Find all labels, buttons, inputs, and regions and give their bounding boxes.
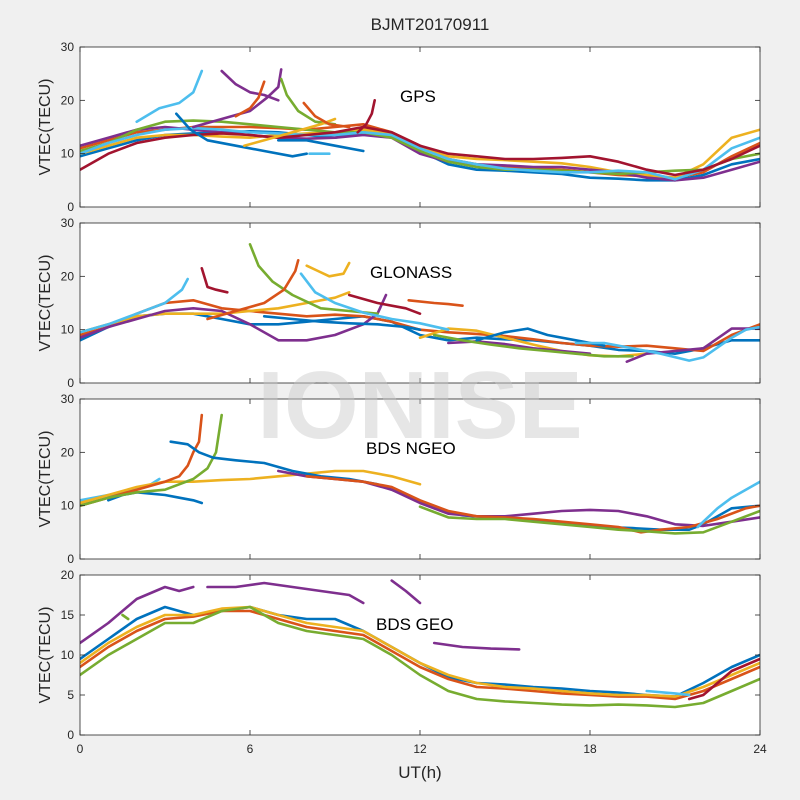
x-tick-label: 0 [77, 742, 84, 756]
series-line-6 [80, 605, 760, 698]
series-line-17 [574, 325, 760, 362]
series-line-16 [276, 139, 365, 153]
x-tick-label: 18 [583, 742, 597, 756]
series-line-9 [696, 480, 760, 529]
y-axis-label: VTEC(TECU) [37, 79, 54, 176]
panel-label: BDS GEO [376, 615, 453, 634]
series-line-9 [645, 689, 691, 697]
series-line-7 [305, 474, 760, 534]
series-line-15 [475, 327, 606, 348]
series-line-15 [356, 99, 377, 134]
panel-2: 0 10 20 30 VTEC(TECU) BDS NGEO [37, 392, 761, 566]
plot-area [80, 223, 760, 383]
series-line-1 [206, 581, 365, 605]
series-line-3 [80, 125, 760, 182]
series-group [80, 68, 760, 182]
y-tick-label: 0 [67, 376, 74, 390]
x-tick-label: 6 [247, 742, 254, 756]
y-tick-label: 10 [61, 648, 75, 662]
y-tick-label: 20 [61, 269, 75, 283]
series-group [80, 243, 760, 364]
panels: 0 10 20 30 VTEC(TECU) GPS 0 10 20 30 VTEC(TECU) GLO… [37, 40, 767, 756]
series-line-5 [80, 609, 760, 701]
series-line-0 [80, 585, 195, 645]
series-line-13 [407, 298, 464, 308]
series-line-2 [80, 469, 422, 505]
y-tick-label: 0 [67, 552, 74, 566]
y-tick-label: 15 [61, 608, 75, 622]
series-line-2 [390, 579, 422, 605]
series-line-7 [135, 69, 204, 123]
y-tick-label: 10 [61, 323, 75, 337]
series-line-7 [206, 258, 300, 321]
panel-1: 0 10 20 30 VTEC(TECU) GLONASS [37, 216, 761, 390]
panel-label: BDS NGEO [366, 439, 456, 458]
y-tick-label: 30 [61, 392, 75, 406]
y-tick-label: 30 [61, 216, 75, 230]
series-line-4 [80, 413, 223, 508]
series-line-10 [192, 68, 283, 129]
figure-title: BJMT20170911 [371, 15, 490, 34]
series-group [80, 579, 760, 709]
series-line-8 [418, 505, 760, 535]
y-tick-label: 10 [61, 499, 75, 513]
y-tick-label: 20 [61, 93, 75, 107]
y-tick-label: 30 [61, 40, 75, 54]
y-axis-label: VTEC(TECU) [37, 255, 54, 352]
x-tick-label: 24 [753, 742, 767, 756]
series-line-11 [234, 80, 266, 118]
y-tick-label: 5 [67, 688, 74, 702]
series-line-8 [175, 112, 309, 158]
y-tick-label: 20 [61, 568, 75, 582]
y-axis-label: VTEC(TECU) [37, 607, 54, 704]
series-line-12 [347, 293, 422, 316]
series-line-10 [432, 333, 634, 358]
y-axis-label: VTEC(TECU) [37, 431, 54, 528]
y-tick-label: 20 [61, 445, 75, 459]
series-line-18 [305, 261, 351, 278]
series-line-6 [262, 314, 422, 332]
series-group [80, 413, 760, 535]
watermark-text: IONISE [257, 352, 582, 459]
series-line-3 [432, 641, 521, 651]
series-line-11 [299, 272, 450, 332]
series-line-16 [625, 327, 760, 364]
y-tick-label: 10 [61, 147, 75, 161]
panel-label: GPS [400, 87, 436, 106]
series-line-8 [121, 613, 130, 621]
series-line-6 [80, 125, 760, 177]
panel-3: 0 6 12 18 24 0 5 10 15 20 VTEC(TECU) BDS GEO [37, 568, 767, 756]
y-tick-label: 0 [67, 200, 74, 214]
series-line-14 [200, 266, 229, 294]
series-line-14 [302, 101, 351, 129]
series-line-7 [80, 605, 760, 709]
y-tick-label: 0 [67, 728, 74, 742]
series-line-10 [687, 657, 760, 701]
panel-0: 0 10 20 30 VTEC(TECU) GPS [37, 40, 761, 214]
x-axis-label: UT(h) [398, 763, 441, 782]
series-line-5 [80, 277, 189, 334]
plot-area [80, 575, 760, 735]
series-line-4 [248, 243, 379, 316]
panel-label: GLONASS [370, 263, 452, 282]
x-tick-label: 12 [413, 742, 427, 756]
